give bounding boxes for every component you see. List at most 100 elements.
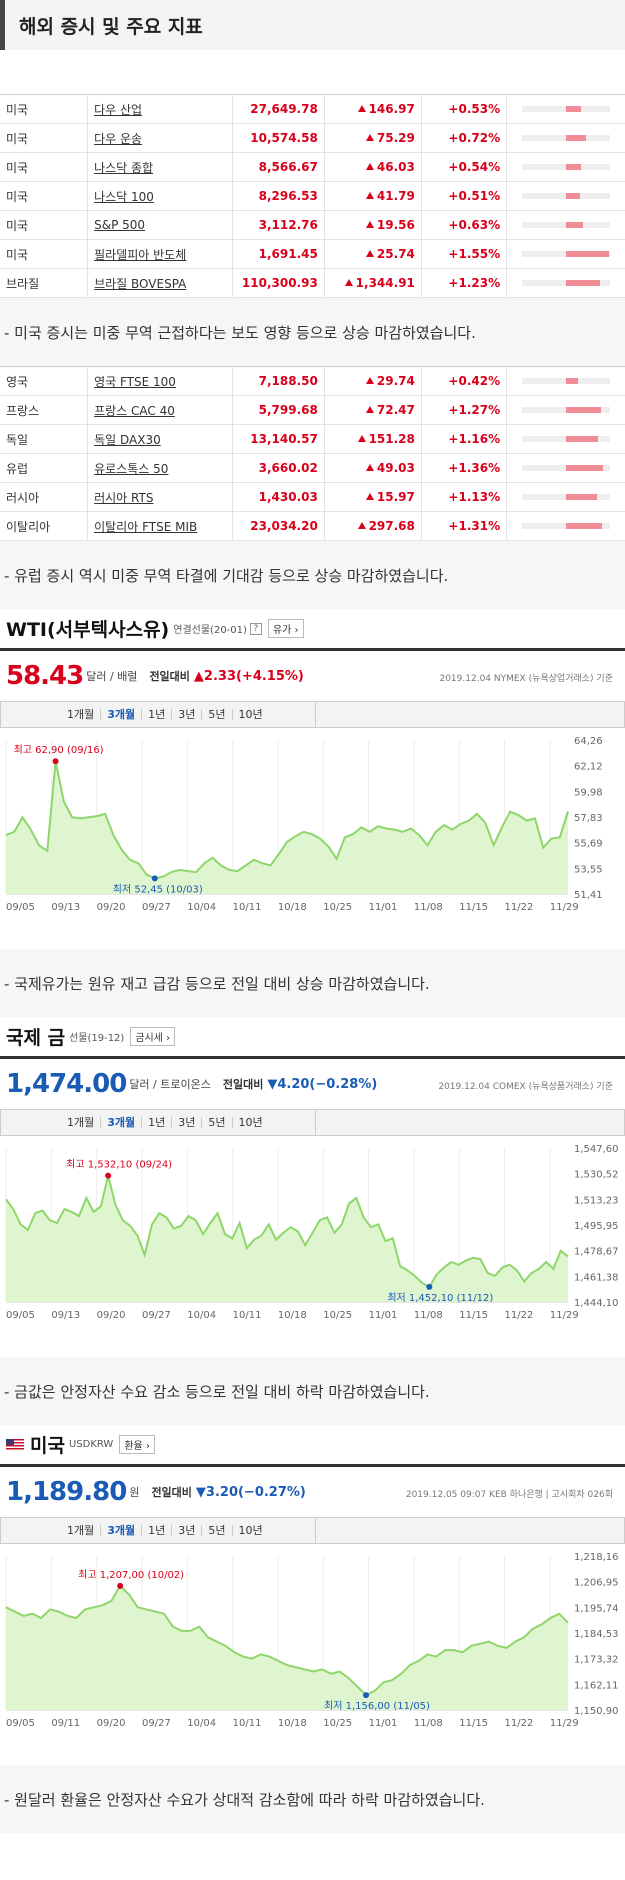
- usd-note: - 원달러 환율은 안정자산 수요가 상대적 감소함에 따라 하락 마감하였습니…: [0, 1765, 625, 1833]
- note-text: - 국제유가는 원유 재고 급감 등으로 전일 대비 상승 마감하였습니다.: [4, 974, 430, 993]
- up-arrow-icon: [365, 493, 374, 500]
- usd-unit: 원: [129, 1486, 140, 1499]
- help-icon[interactable]: ?: [249, 622, 262, 635]
- period-tab[interactable]: 5년: [201, 1525, 231, 1536]
- period-tab[interactable]: 10년: [231, 1525, 269, 1536]
- change-bar-fill: [566, 222, 584, 228]
- index-link[interactable]: 독일 DAX30: [94, 432, 161, 447]
- value-cell: 1,691.45: [231, 239, 325, 269]
- period-tab[interactable]: 10년: [231, 1117, 269, 1128]
- index-link[interactable]: 이탈리아 FTSE MIB: [94, 519, 198, 534]
- period-tab[interactable]: 3년: [171, 709, 201, 720]
- table-row: 미국 다우 운송 10,574.58 75.29 +0.72%: [0, 123, 625, 153]
- gold-note: - 금값은 안정자산 수요 감소 등으로 전일 대비 하락 마감하였습니다.: [0, 1357, 625, 1425]
- up-arrow-icon: [365, 163, 374, 170]
- gold-change: ▼4.20(−0.28%): [267, 1076, 378, 1092]
- change-value: 75.29: [376, 131, 415, 145]
- x-tick-label: 09/27: [142, 1310, 171, 1321]
- table-row: 유럽 유로스톡스 50 3,660.02 49.03 +1.36%: [0, 453, 625, 483]
- exchange-rate-button[interactable]: 환율 ›: [119, 1435, 155, 1454]
- index-link[interactable]: 유로스톡스 50: [94, 461, 169, 476]
- x-tick-label: 11/08: [414, 1718, 443, 1729]
- index-link[interactable]: 나스닥 종합: [94, 160, 154, 175]
- change-bar-fill: [566, 193, 581, 199]
- period-tab[interactable]: 5년: [201, 709, 231, 720]
- min-point: [426, 1283, 433, 1290]
- change-bar-fill: [566, 378, 578, 384]
- index-link[interactable]: 브라질 BOVESPA: [94, 276, 187, 291]
- table-row: 미국 나스닥 종합 8,566.67 46.03 +0.54%: [0, 152, 625, 182]
- y-tick-label: 1,173,32: [574, 1655, 619, 1666]
- percent-cell: +1.36%: [420, 453, 507, 483]
- period-tab[interactable]: 3개월: [100, 1525, 141, 1536]
- index-link[interactable]: 영국 FTSE 100: [94, 374, 176, 389]
- period-tab[interactable]: 1개월: [67, 1116, 95, 1129]
- x-tick-label: 09/05: [6, 1310, 35, 1321]
- table-row: 미국 S&P 500 3,112.76 19.56 +0.63%: [0, 210, 625, 240]
- y-tick-label: 1,150,90: [574, 1706, 619, 1717]
- wti-title: WTI(서부텍사스유): [6, 619, 170, 641]
- series-line: [5, 761, 569, 880]
- index-name-cell: S&P 500: [87, 210, 232, 240]
- period-tab[interactable]: 1년: [141, 709, 171, 720]
- period-tab[interactable]: 3년: [171, 1525, 201, 1536]
- change-value: 25.74: [376, 247, 415, 261]
- y-tick-label: 62,12: [574, 762, 603, 773]
- index-link[interactable]: 다우 운송: [94, 131, 143, 146]
- table-row: 독일 독일 DAX30 13,140.57 151.28 +1.16%: [0, 424, 625, 454]
- period-tab[interactable]: 3년: [171, 1117, 201, 1128]
- period-tab[interactable]: 5년: [201, 1117, 231, 1128]
- x-tick-label: 10/25: [323, 1718, 352, 1729]
- table-row: 브라질 브라질 BOVESPA 110,300.93 1,344.91 +1.23%: [0, 268, 625, 298]
- value-cell: 3,112.76: [231, 210, 325, 240]
- spacer: [0, 50, 625, 94]
- index-link[interactable]: 다우 산업: [94, 102, 143, 117]
- change-value: 19.56: [376, 218, 415, 232]
- change-bar-fill: [566, 407, 601, 413]
- value-cell: 5,799.68: [231, 395, 325, 425]
- period-tab[interactable]: 3개월: [100, 709, 141, 720]
- y-tick-label: 1,218,16: [574, 1552, 619, 1563]
- gold-unit: 달러 / 트로이온스: [129, 1078, 211, 1091]
- period-tab[interactable]: 1년: [141, 1525, 171, 1536]
- gold-title: 국제 금: [6, 1027, 66, 1049]
- period-tab[interactable]: 3개월: [100, 1117, 141, 1128]
- gold-price-button[interactable]: 금시세 ›: [130, 1027, 176, 1046]
- index-link[interactable]: 러시아 RTS: [94, 490, 154, 505]
- up-arrow-icon: [357, 105, 366, 112]
- usd-chart-svg: 09/05 09/11 09/20 09/27 10/04 10/11 10/18 10/25…: [5, 1552, 619, 1729]
- gold-chart-svg: 09/05 09/13 09/20 09/27 10/04 10/11 10/18 10/25…: [5, 1144, 619, 1321]
- x-tick-label: 09/05: [6, 902, 35, 913]
- wti-contract: 연결선물(20-01): [173, 625, 247, 636]
- wti-period-tabs: 1개월 3개월 1년 3년 5년 10년: [0, 701, 625, 728]
- change-cell: 72.47: [323, 395, 422, 425]
- index-link[interactable]: 필라델피아 반도체: [94, 247, 187, 262]
- index-name-cell: 다우 운송: [87, 123, 232, 153]
- oil-price-button[interactable]: 유가 ›: [267, 619, 304, 638]
- change-bar: [522, 523, 611, 529]
- index-link[interactable]: 프랑스 CAC 40: [94, 403, 175, 418]
- change-cell: 297.68: [323, 511, 422, 541]
- value-cell: 27,649.78: [231, 94, 325, 124]
- change-value: 1,344.91: [355, 276, 415, 290]
- index-name-cell: 다우 산업: [87, 94, 232, 124]
- index-link[interactable]: S&P 500: [94, 218, 146, 232]
- wti-change: ▲2.33(+4.15%): [193, 668, 304, 684]
- change-bar: [522, 378, 611, 384]
- period-tab[interactable]: 1개월: [67, 1524, 95, 1537]
- period-tab[interactable]: 1개월: [67, 708, 95, 721]
- bar-cell: [506, 366, 625, 396]
- us-flag-icon: [6, 1438, 24, 1451]
- x-tick-label: 11/29: [550, 1718, 579, 1729]
- y-tick-label: 1,184,53: [574, 1629, 619, 1640]
- min-point: [151, 875, 158, 882]
- wti-price: 58.43: [6, 661, 84, 691]
- wti-unit: 달러 / 배럴: [86, 670, 138, 683]
- index-name-cell: 유로스톡스 50: [87, 453, 232, 483]
- period-tab[interactable]: 1년: [141, 1117, 171, 1128]
- x-tick-label: 11/01: [369, 1718, 398, 1729]
- y-tick-label: 1,513,23: [574, 1195, 619, 1206]
- note-text: - 금값은 안정자산 수요 감소 등으로 전일 대비 하락 마감하였습니다.: [4, 1382, 430, 1401]
- index-link[interactable]: 나스닥 100: [94, 189, 154, 204]
- period-tab[interactable]: 10년: [231, 709, 269, 720]
